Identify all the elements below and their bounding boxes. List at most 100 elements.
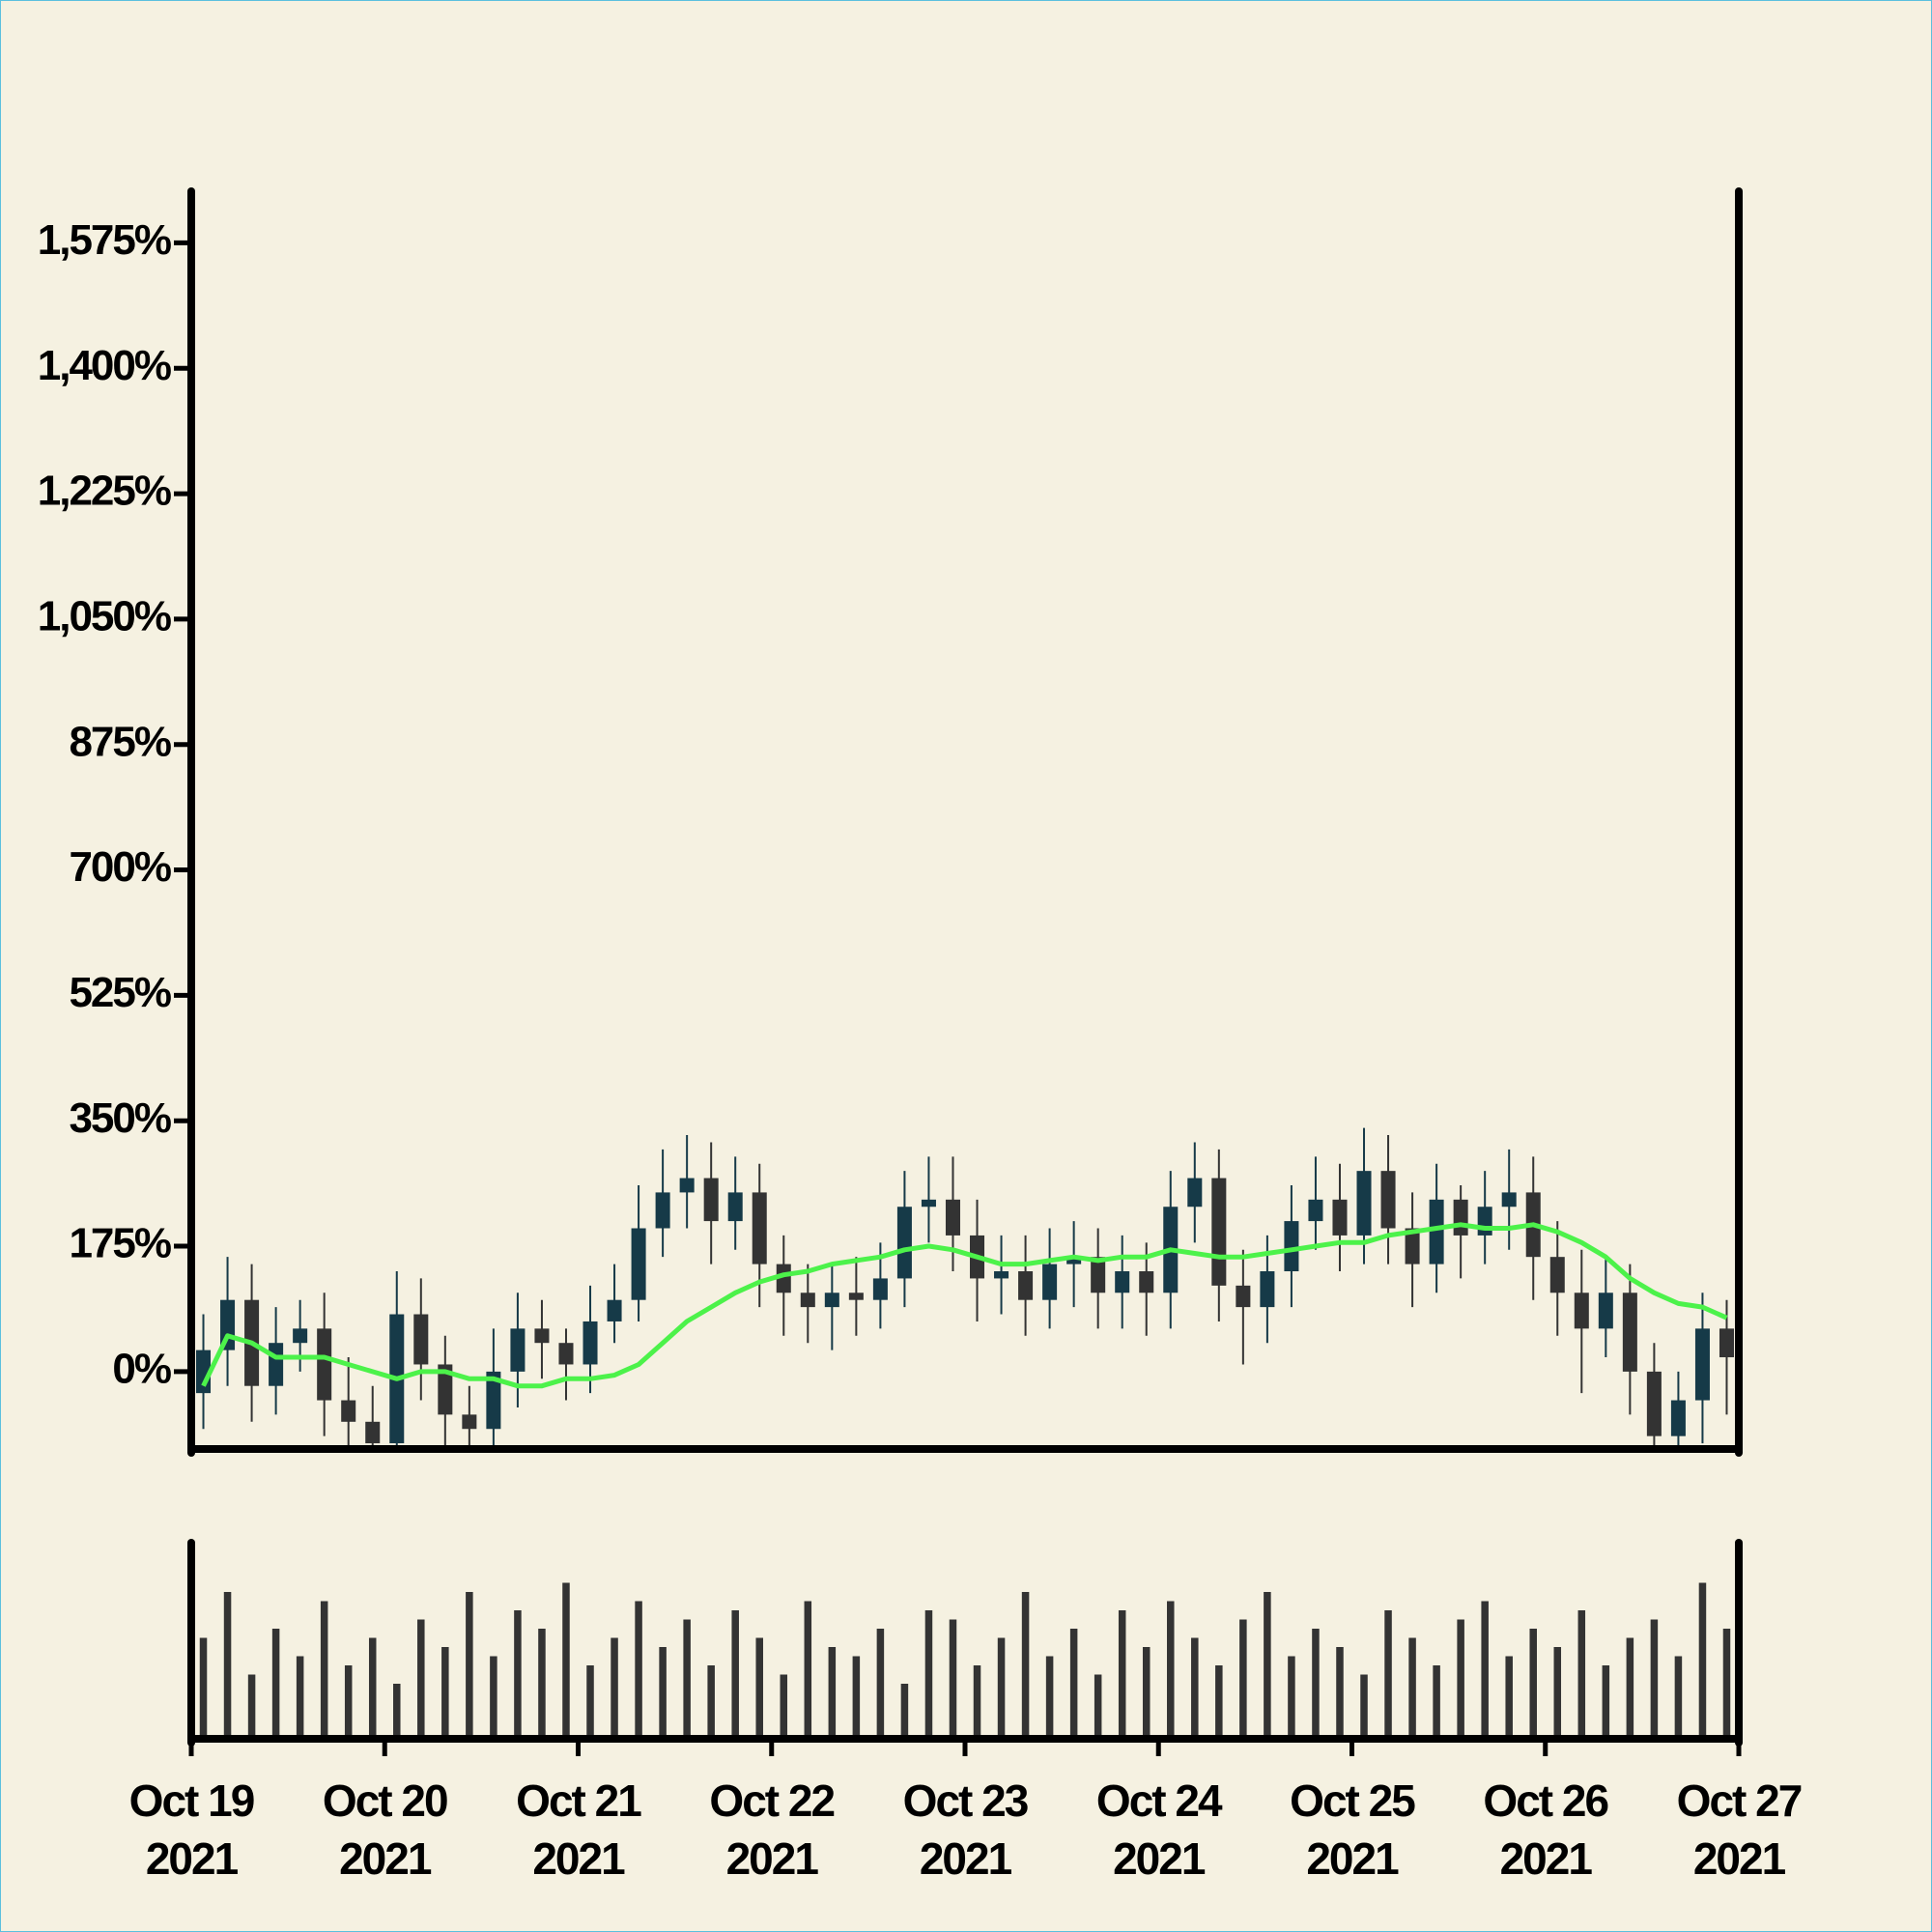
candle-body	[1308, 1199, 1323, 1222]
candle-body	[1598, 1293, 1613, 1329]
volume-bar	[441, 1647, 449, 1739]
volume-bar	[344, 1665, 353, 1739]
candle-body	[293, 1328, 308, 1344]
candle-body	[1380, 1171, 1396, 1229]
x-tick-label: 2021	[726, 1833, 819, 1884]
volume-bar	[635, 1601, 642, 1739]
y-tick-label: 1,050%	[38, 593, 171, 640]
volume-bar	[1167, 1601, 1175, 1739]
candle-body	[1018, 1271, 1034, 1300]
candle-body	[438, 1364, 453, 1415]
candle-body	[1574, 1293, 1589, 1329]
candle-body	[1356, 1171, 1372, 1236]
candle-body	[486, 1371, 501, 1430]
candle-body	[1429, 1199, 1444, 1264]
candle-body	[679, 1178, 695, 1193]
volume-bar	[490, 1656, 497, 1739]
candle-body	[1670, 1400, 1686, 1436]
candle-body	[752, 1192, 767, 1264]
candle-body	[1091, 1257, 1106, 1293]
axes: 0% 175% 350% 525% 700% 875% 1,050% 1,225% 1,400%…	[38, 187, 1804, 1884]
candle-body	[824, 1293, 839, 1308]
volume-bar	[659, 1647, 667, 1739]
candle-body	[269, 1343, 284, 1386]
candle-body	[341, 1400, 356, 1422]
x-tick-label: 2021	[146, 1833, 239, 1884]
volume-bar	[1069, 1629, 1078, 1739]
candle-body	[1646, 1371, 1662, 1436]
volume-bar	[804, 1601, 812, 1739]
y-tick-label: 175%	[69, 1220, 170, 1267]
volume-bar	[780, 1674, 788, 1739]
candle-body	[631, 1228, 646, 1300]
volume-bar	[1021, 1592, 1030, 1739]
y-tick-label: 1,400%	[38, 342, 171, 389]
volume-bar	[393, 1684, 401, 1739]
candle-body	[1332, 1199, 1348, 1236]
volume-bar	[1602, 1665, 1610, 1739]
x-tick-label: Oct 20	[323, 1776, 447, 1826]
volume-bar	[1481, 1601, 1489, 1739]
candle-body	[848, 1293, 864, 1300]
volume-bar	[1094, 1674, 1102, 1739]
volume-bar	[368, 1637, 377, 1739]
volume-bar	[997, 1637, 1006, 1739]
volume-bar	[876, 1629, 885, 1739]
y-tick-label: 0%	[112, 1346, 170, 1393]
volume-plot	[199, 1582, 1731, 1739]
volume-bar	[1674, 1656, 1683, 1739]
volume-bar	[973, 1665, 981, 1739]
candle-body	[607, 1299, 622, 1321]
candle-body	[1453, 1199, 1468, 1236]
price-plot	[196, 1127, 1734, 1449]
candle-body	[921, 1199, 936, 1208]
volume-bar	[1626, 1637, 1634, 1739]
x-tick-label: Oct 22	[709, 1776, 834, 1826]
volume-bar	[562, 1582, 570, 1739]
volume-bar	[1722, 1629, 1731, 1739]
candle-body	[1211, 1178, 1227, 1286]
x-tick-label: Oct 21	[516, 1776, 641, 1826]
candle-body	[1260, 1271, 1275, 1308]
volume-bar	[586, 1665, 594, 1739]
candle-body	[703, 1178, 719, 1222]
volume-bar	[417, 1619, 425, 1739]
x-tick-label: Oct 26	[1483, 1776, 1607, 1826]
x-tick-label: 2021	[1113, 1833, 1206, 1884]
candle-body	[1405, 1228, 1420, 1264]
candle-body	[776, 1264, 791, 1293]
candle-body	[1236, 1285, 1251, 1308]
volume-bar	[949, 1619, 957, 1739]
moving-average-line	[201, 1222, 1728, 1389]
candle-body	[1284, 1221, 1299, 1272]
candle-body	[1139, 1271, 1154, 1293]
x-tick-label: 2021	[532, 1833, 625, 1884]
y-tick-label: 875%	[69, 718, 170, 765]
volume-bar	[731, 1610, 739, 1739]
volume-bar	[852, 1656, 861, 1739]
y-tick-label: 700%	[69, 843, 170, 891]
x-tick-label: 2021	[339, 1833, 432, 1884]
candle-body	[727, 1192, 743, 1222]
candle-body	[534, 1328, 550, 1344]
volume-bar	[1336, 1647, 1344, 1739]
x-tick-label: 2021	[1500, 1833, 1593, 1884]
candle-body	[655, 1192, 670, 1229]
volume-bar	[755, 1637, 763, 1739]
candle-body	[317, 1328, 332, 1401]
candle-body	[1477, 1207, 1492, 1236]
y-tick-label: 1,225%	[38, 468, 171, 515]
x-tick-label: Oct 25	[1290, 1776, 1415, 1826]
volume-bar	[1118, 1610, 1126, 1739]
volume-bar	[707, 1665, 715, 1739]
volume-bar	[683, 1619, 691, 1739]
volume-bar	[271, 1629, 280, 1739]
x-tick-label: 2021	[1306, 1833, 1399, 1884]
volume-bar	[1360, 1674, 1368, 1739]
volume-bar	[223, 1592, 232, 1739]
candle-body	[365, 1421, 381, 1444]
candle-body	[582, 1321, 598, 1365]
x-tick-label: 2021	[1693, 1833, 1786, 1884]
volume-bar	[1408, 1637, 1416, 1739]
